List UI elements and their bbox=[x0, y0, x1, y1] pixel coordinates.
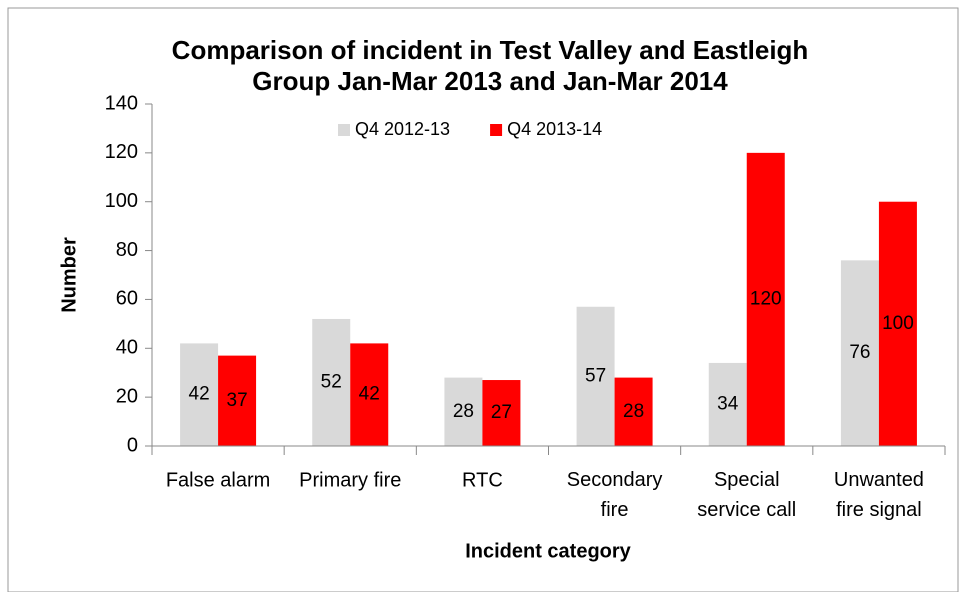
data-label: 28 bbox=[623, 401, 644, 422]
chart-title: Group Jan-Mar 2013 and Jan-Mar 2014 bbox=[252, 66, 728, 96]
bar bbox=[576, 306, 615, 446]
data-label: 37 bbox=[227, 390, 248, 411]
y-tick-label: 100 bbox=[105, 190, 138, 212]
data-label: 42 bbox=[189, 384, 210, 405]
y-tick-label: 0 bbox=[127, 434, 138, 456]
legend-swatch bbox=[338, 124, 350, 136]
chart-title: Comparison of incident in Test Valley an… bbox=[172, 35, 809, 65]
data-label: 76 bbox=[849, 342, 870, 363]
bar bbox=[614, 377, 653, 446]
data-label: 27 bbox=[491, 402, 512, 423]
data-label: 42 bbox=[359, 384, 380, 405]
data-label: 57 bbox=[585, 365, 606, 386]
y-tick-label: 80 bbox=[116, 239, 138, 261]
y-tick-label: 40 bbox=[116, 337, 138, 359]
bar bbox=[708, 362, 747, 446]
data-label: 34 bbox=[717, 393, 739, 414]
bar bbox=[746, 152, 785, 446]
x-axis-label: Incident category bbox=[465, 540, 631, 562]
y-tick-label: 120 bbox=[105, 141, 138, 163]
bar bbox=[180, 343, 219, 446]
x-tick-label: RTC bbox=[462, 469, 503, 491]
y-tick-label: 140 bbox=[105, 92, 138, 114]
data-label: 28 bbox=[453, 401, 474, 422]
x-tick-label: False alarm bbox=[166, 469, 270, 491]
x-tick-label: Special service call bbox=[697, 469, 796, 521]
y-tick-label: 20 bbox=[116, 385, 138, 407]
data-label: 120 bbox=[750, 288, 782, 309]
bar bbox=[218, 355, 257, 446]
x-tick-label: Unwanted fire signal bbox=[834, 469, 924, 521]
legend-label: Q4 2012-13 bbox=[355, 119, 450, 139]
y-axis-label: Number bbox=[58, 237, 80, 313]
bar bbox=[350, 343, 389, 446]
legend-label: Q4 2013-14 bbox=[507, 119, 602, 139]
x-tick-label: Secondary fire bbox=[567, 469, 663, 521]
bar bbox=[312, 318, 351, 446]
bar bbox=[444, 377, 483, 446]
chart-frame bbox=[7, 7, 959, 592]
data-label: 100 bbox=[882, 313, 914, 334]
bar bbox=[840, 260, 879, 446]
legend-swatch bbox=[490, 124, 503, 136]
x-tick-label: Primary fire bbox=[299, 469, 401, 491]
bar bbox=[482, 380, 521, 446]
bar bbox=[878, 201, 917, 446]
y-tick-label: 60 bbox=[116, 288, 138, 310]
data-label: 52 bbox=[321, 372, 342, 393]
